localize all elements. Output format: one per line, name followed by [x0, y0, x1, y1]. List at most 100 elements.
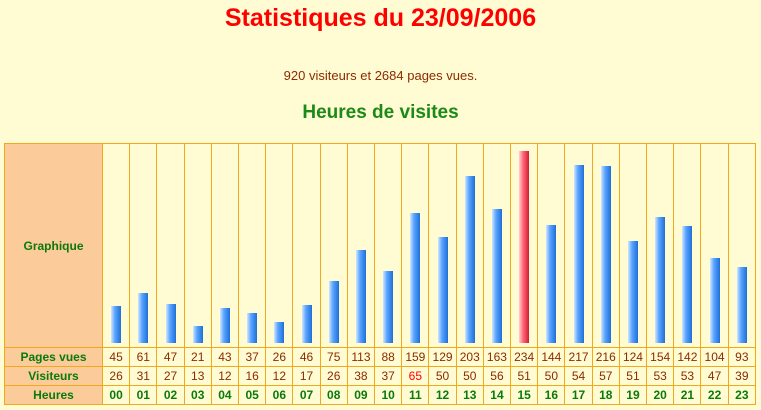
- page-title: Statistiques du 23/09/2006: [224, 4, 537, 32]
- hour-label-01: 01: [129, 385, 158, 405]
- hour-label-15: 15: [510, 385, 539, 405]
- pages-value-01: 61: [129, 347, 158, 367]
- visitors-value-07: 17: [292, 366, 321, 386]
- visitors-value-22: 47: [700, 366, 729, 386]
- graph-cell-10: [374, 143, 403, 348]
- bar-12: [437, 237, 448, 343]
- visitors-value-04: 12: [210, 366, 240, 386]
- pages-value-15: 234: [510, 347, 539, 367]
- visitors-value-13: 50: [455, 366, 484, 386]
- bar-19: [627, 241, 638, 343]
- visitors-value-05: 16: [238, 366, 267, 386]
- hour-label-19: 19: [618, 385, 648, 405]
- hour-label-12: 12: [428, 385, 457, 405]
- graph-row-label: Graphique: [4, 143, 103, 348]
- bar-21: [682, 226, 693, 343]
- visitors-row-label: Visiteurs: [4, 366, 103, 386]
- pages-value-12: 129: [428, 347, 457, 367]
- pages-value-00: 45: [101, 347, 131, 367]
- visitors-value-16: 50: [537, 366, 566, 386]
- hour-label-21: 21: [673, 385, 702, 405]
- pages-value-07: 46: [292, 347, 321, 367]
- bar-10: [383, 271, 394, 343]
- graph-cell-20: [646, 143, 675, 348]
- graph-cell-12: [428, 143, 457, 348]
- visitors-value-17: 54: [564, 366, 593, 386]
- bar-02: [165, 304, 176, 343]
- pages-value-23: 93: [727, 347, 757, 367]
- graph-cell-21: [673, 143, 702, 348]
- visitors-value-00: 26: [101, 366, 131, 386]
- bar-23: [736, 267, 747, 343]
- graph-cell-04: [210, 143, 240, 348]
- graph-cell-00: [101, 143, 131, 348]
- graph-cell-16: [537, 143, 566, 348]
- visitors-value-21: 53: [673, 366, 702, 386]
- visitors-row: Visiteurs 26 31 27 13 12 16 12 17 26 38 37 65 50 50 56…: [4, 366, 757, 386]
- graph-cell-18: [591, 143, 620, 348]
- visitors-value-03: 13: [183, 366, 212, 386]
- hour-label-16: 16: [537, 385, 566, 405]
- bar-01: [138, 293, 149, 343]
- bar-13: [464, 176, 475, 343]
- graph-cell-17: [564, 143, 593, 348]
- bar-16: [546, 225, 557, 343]
- pages-value-08: 75: [319, 347, 348, 367]
- hour-label-05: 05: [238, 385, 267, 405]
- graph-cell-14: [482, 143, 512, 348]
- bar-14: [491, 209, 502, 343]
- pages-value-02: 47: [156, 347, 185, 367]
- hour-label-08: 08: [319, 385, 348, 405]
- pages-value-22: 104: [700, 347, 729, 367]
- graph-cell-11: [401, 143, 430, 348]
- hours-row: Heures 00 01 02 03 04 05 06 07 08 09 10 11 12 13 14 15 1…: [4, 385, 757, 405]
- graph-cell-09: [346, 143, 376, 348]
- visitors-value-14: 56: [482, 366, 512, 386]
- bar-05: [247, 313, 258, 343]
- pages-row-label: Pages vues: [4, 347, 103, 367]
- graph-cell-03: [183, 143, 212, 348]
- hour-label-04: 04: [210, 385, 240, 405]
- graph-cell-05: [238, 143, 267, 348]
- hour-label-18: 18: [591, 385, 620, 405]
- bar-18: [600, 166, 611, 343]
- visitors-value-23: 39: [727, 366, 757, 386]
- hour-label-13: 13: [455, 385, 484, 405]
- pages-value-04: 43: [210, 347, 240, 367]
- hourly-stats-table: Graphique Pages vues 45 61 47 21 43 37 26 46 75 1…: [4, 143, 757, 405]
- pages-value-11: 159: [401, 347, 430, 367]
- bar-09: [355, 250, 366, 343]
- graph-cell-02: [156, 143, 185, 348]
- bar-17: [573, 165, 584, 343]
- bar-03: [192, 326, 203, 343]
- visitors-value-02: 27: [156, 366, 185, 386]
- bar-07: [301, 305, 312, 343]
- visitors-value-19: 51: [618, 366, 648, 386]
- chart-title: Heures de visites: [302, 102, 459, 123]
- graph-row: Graphique: [4, 143, 757, 348]
- pages-value-09: 113: [346, 347, 376, 367]
- pages-value-05: 37: [238, 347, 267, 367]
- graph-cell-07: [292, 143, 321, 348]
- hour-label-14: 14: [482, 385, 512, 405]
- visitors-value-08: 26: [319, 366, 348, 386]
- graph-cell-22: [700, 143, 729, 348]
- graph-cell-06: [265, 143, 294, 348]
- pages-value-19: 124: [618, 347, 648, 367]
- graph-cell-23: [727, 143, 757, 348]
- pages-value-10: 88: [374, 347, 403, 367]
- graph-cell-15: [510, 143, 539, 348]
- bar-08: [328, 281, 339, 343]
- hour-label-10: 10: [374, 385, 403, 405]
- pages-value-16: 144: [537, 347, 566, 367]
- hour-label-00: 00: [101, 385, 131, 405]
- bar-15: [519, 151, 530, 343]
- pages-value-03: 21: [183, 347, 212, 367]
- bar-22: [709, 258, 720, 343]
- hour-label-07: 07: [292, 385, 321, 405]
- hour-label-17: 17: [564, 385, 593, 405]
- pages-value-17: 217: [564, 347, 593, 367]
- bar-06: [274, 322, 285, 343]
- visitors-value-15: 51: [510, 366, 539, 386]
- hour-label-03: 03: [183, 385, 212, 405]
